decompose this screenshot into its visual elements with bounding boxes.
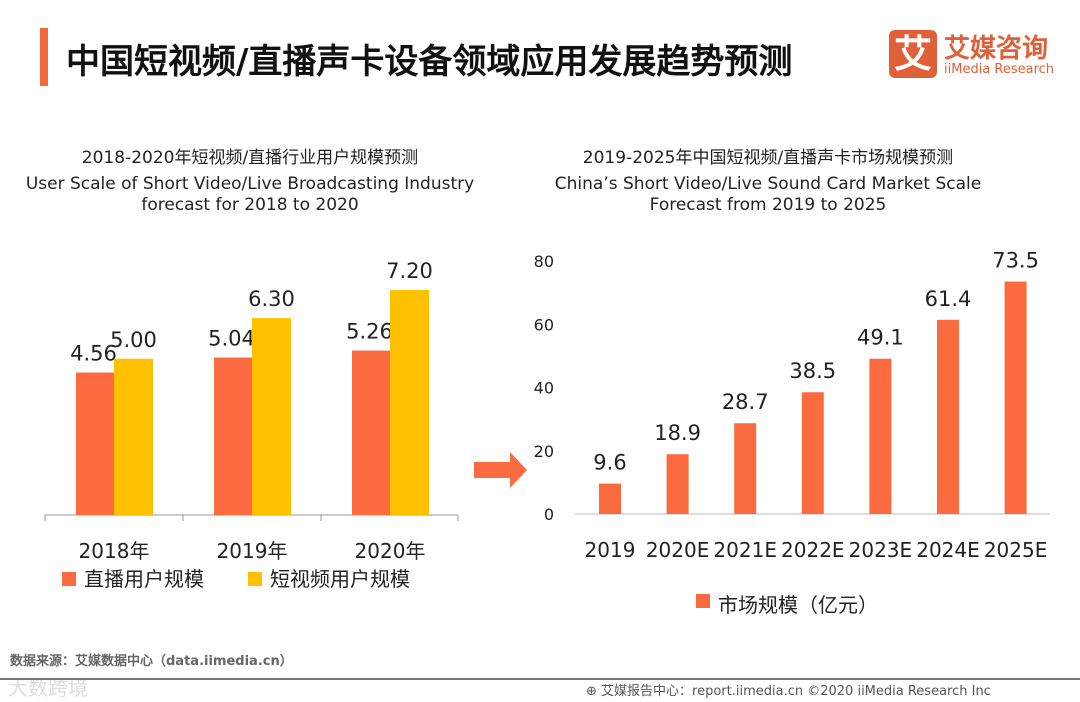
y-tick-label: 80: [534, 252, 554, 271]
category-label: 2023E: [849, 538, 913, 562]
category-label: 2019年: [217, 539, 288, 563]
bar-live-users: [214, 357, 253, 515]
globe-icon: ⊕: [586, 684, 602, 699]
right-chart-title: 2019-2025年中国短视频/直播声卡市场规模预测 China’s Short…: [518, 148, 1018, 216]
watermark: 大数跨境: [8, 676, 88, 700]
bar-short-video-users: [114, 358, 153, 515]
data-label: 18.9: [654, 421, 701, 445]
category-label: 2020年: [355, 539, 426, 563]
category-label: 2019: [585, 538, 636, 562]
category-label: 2022E: [781, 538, 845, 562]
data-label: 5.04: [208, 327, 255, 351]
footer-report: ⊕ 艾媒报告中心：report.iimedia.cn ©2020 iiMedia…: [586, 680, 991, 699]
legend-label: 直播用户规模: [84, 567, 204, 591]
data-label: 49.1: [857, 326, 904, 350]
y-tick-label: 40: [534, 379, 554, 398]
right-chart-subtitle-2: Forecast from 2019 to 2025: [649, 195, 887, 215]
data-label: 38.5: [789, 359, 836, 383]
legend-swatch: [696, 594, 710, 608]
bar-market-scale: [599, 483, 621, 514]
data-label: 5.00: [110, 328, 157, 352]
data-source: 数据来源：艾媒数据中心（data.iimedia.cn）: [10, 654, 293, 669]
bar-market-scale: [734, 423, 757, 514]
legend-swatch: [248, 572, 262, 586]
y-tick-label: 20: [534, 442, 554, 461]
left-chart-title: 2018-2020年短视频/直播行业用户规模预测 User Scale of S…: [0, 148, 500, 216]
legend-label: 市场规模（亿元）: [718, 593, 878, 617]
page-title: 中国短视频/直播声卡设备领域应用发展趋势预测: [66, 42, 793, 82]
logo-mark: 艾: [889, 30, 937, 78]
bar-market-scale: [869, 358, 892, 514]
right-chart-subtitle-1: China’s Short Video/Live Sound Card Mark…: [554, 174, 982, 194]
category-label: 2020E: [646, 538, 710, 562]
logo-text-en: iiMedia Research: [944, 62, 1055, 77]
title-accent-bar: [40, 28, 48, 86]
footer-report-text: 艾媒报告中心：report.iimedia.cn ©2020 iiMedia R…: [601, 684, 991, 699]
category-label: 2018年: [79, 539, 150, 563]
bar-live-users: [352, 350, 391, 515]
bar-market-scale: [666, 454, 689, 514]
left-chart-subtitle-1: User Scale of Short Video/Live Broadcast…: [25, 174, 475, 194]
data-label: 7.20: [386, 259, 433, 283]
data-label: 5.26: [346, 320, 393, 344]
right-chart-title-cn: 2019-2025年中国短视频/直播声卡市场规模预测: [582, 148, 954, 168]
category-label: 2024E: [916, 538, 980, 562]
y-tick-label: 0: [544, 505, 554, 524]
left-chart-title-cn: 2018-2020年短视频/直播行业用户规模预测: [81, 148, 419, 168]
legend-swatch: [62, 572, 76, 586]
legend-label: 短视频用户规模: [270, 567, 410, 591]
bar-market-scale: [937, 319, 959, 514]
data-label: 4.56: [70, 342, 117, 366]
data-label: 6.30: [248, 287, 295, 311]
data-label: 73.5: [992, 249, 1039, 273]
bar-market-scale: [1004, 281, 1027, 514]
logo-text-cn: 艾媒咨询: [944, 34, 1049, 64]
category-label: 2021E: [713, 538, 777, 562]
category-label: 2025E: [984, 538, 1048, 562]
data-label: 9.6: [593, 451, 626, 475]
bar-short-video-users: [252, 318, 291, 515]
data-label: 28.7: [722, 390, 769, 414]
footer-divider: [0, 678, 1080, 680]
data-label: 61.4: [925, 287, 972, 311]
bar-live-users: [76, 372, 115, 515]
bar-short-video-users: [390, 290, 429, 515]
y-tick-label: 60: [534, 315, 554, 334]
arrow-icon: [474, 452, 527, 488]
bar-market-scale: [801, 392, 824, 514]
left-chart-subtitle-2: forecast for 2018 to 2020: [141, 195, 359, 215]
